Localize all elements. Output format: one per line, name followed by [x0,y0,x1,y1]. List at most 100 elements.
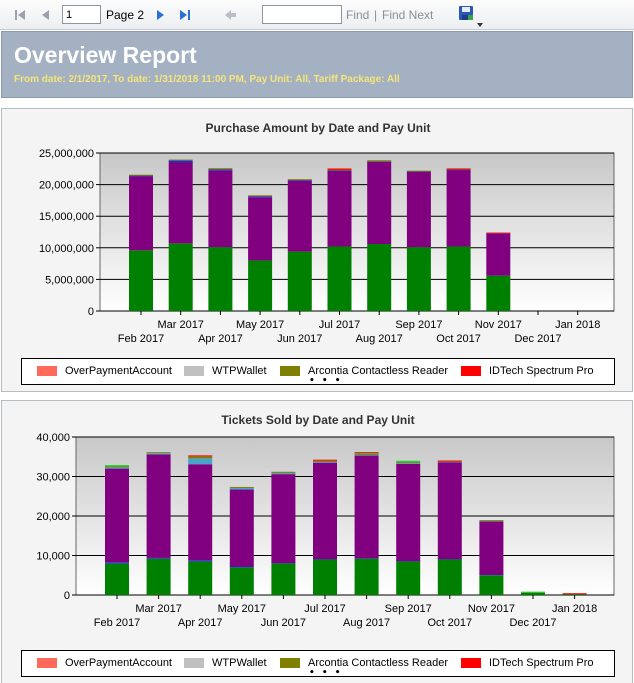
bar-segment [188,456,213,459]
x-tick-label: Oct 2017 [436,333,481,345]
bar-segment [105,563,129,595]
bar-segment [146,452,171,454]
dropdown-arrow-icon[interactable] [477,12,483,31]
report-parameters: From date: 2/1/2017, To date: 1/31/2018 … [14,74,400,85]
page-number-input[interactable] [62,5,101,24]
bar-segment [437,462,462,560]
report-toolbar: Page 2 Find | Find Next [0,0,634,30]
bar-segment [188,561,213,595]
bar-segment [168,160,193,163]
x-tick-label: Dec 2017 [514,333,561,345]
legend-label: IDTech Spectrum Pro [489,365,594,377]
bar-segment [396,462,421,464]
x-tick-label: Aug 2017 [356,333,403,345]
bar-segment [248,196,273,198]
y-tick-label: 40,000 [36,432,70,444]
legend-swatch [184,366,204,376]
y-tick-label: 0 [88,306,94,318]
previous-page-icon[interactable] [38,7,54,23]
bar-segment [188,458,213,465]
x-tick-label: May 2017 [218,603,266,615]
purchase-amount-chart: Purchase Amount by Date and Pay Unit 0 5,0… [39,121,615,345]
y-tick-label: 20,000,000 [39,180,94,192]
x-tick-label: Nov 2017 [475,319,522,331]
bar-segment [271,471,296,473]
bar-segment [313,459,337,461]
purchase-amount-chart-panel: Purchase Amount by Date and Pay Unit 0 5,0… [1,108,633,392]
tickets-sold-chart-panel: Tickets Sold by Date and Pay Unit 0 10,000… [1,400,633,683]
legend-swatch [280,658,300,668]
bar-segment [521,592,545,595]
back-icon[interactable] [222,7,238,23]
find-input[interactable] [262,5,342,24]
export-save-icon[interactable] [458,5,474,21]
bar-segment [105,467,129,469]
bar-segment [521,591,545,593]
x-tick-label: Dec 2017 [509,617,556,629]
bar-segment [486,232,511,234]
x-tick-label: Jun 2017 [277,333,322,345]
bar-segment [271,472,296,475]
bar-segment [479,575,504,595]
x-tick-label: Jan 2018 [552,603,597,615]
first-page-icon[interactable] [12,7,28,23]
bar-segment [327,246,352,311]
x-tick-label: Apr 2017 [198,333,243,345]
bar-segment [367,160,392,162]
bar-segment [313,461,337,463]
y-tick-label: 15,000,000 [39,211,94,223]
x-tick-label: Apr 2017 [178,617,223,629]
bar-segment [327,168,352,170]
find-link[interactable]: Find [346,8,370,22]
y-tick-label: 30,000 [36,472,70,484]
bar-segment [168,159,193,161]
bar-segment [188,560,213,562]
bar-segment [229,487,254,490]
chart-title: Tickets Sold by Date and Pay Unit [221,413,414,427]
bar-segment [248,260,273,311]
bar-segment [396,460,421,463]
bar-segment [105,466,129,468]
next-page-icon[interactable] [152,7,168,23]
bar-segment [313,460,337,462]
bar-segment [271,563,296,595]
x-tick-label: May 2017 [236,319,284,331]
legend-label: OverPaymentAccount [65,657,172,669]
bar-segment [354,452,379,454]
bar-segment [248,197,273,261]
bar-segment [562,593,587,595]
bar-segment [354,558,379,595]
x-tick-label: Jul 2017 [319,319,361,331]
legend-more-indicator[interactable]: • • • [309,376,343,386]
legend-swatch [461,366,481,376]
x-tick-label: Jul 2017 [304,603,346,615]
x-tick-label: Aug 2017 [343,617,390,629]
bar-segment [129,250,153,311]
find-next-link[interactable]: Find Next [382,8,434,22]
bar-segment [446,246,471,311]
bar-segment [208,170,233,248]
legend-more-indicator[interactable]: • • • [309,668,343,678]
x-tick-label: Jan 2018 [555,319,600,331]
y-tick-label: 0 [64,590,70,602]
x-tick-label: Feb 2017 [94,617,140,629]
bar-segment [446,168,471,170]
bar-segment [354,453,379,455]
bar-segment [406,247,431,311]
report-title: Overview Report [14,42,197,68]
bar-segment [287,251,312,311]
bar-segment [146,454,171,558]
bar-segment [229,566,254,568]
legend-label: Arcontia Contactless Reader [308,365,449,377]
bar-segment [129,174,153,176]
legend-swatch [37,658,57,668]
y-tick-label: 10,000 [36,551,70,563]
y-tick-label: 5,000,000 [45,274,94,286]
legend-swatch [280,366,300,376]
last-page-icon[interactable] [177,7,193,23]
legend-label: OverPaymentAccount [65,365,172,377]
tickets-sold-legend: OverPaymentAccount WTPWallet Arcontia Co… [21,650,615,678]
bar-segment [486,275,511,311]
x-tick-label: Feb 2017 [118,333,164,345]
bar-segment [105,562,129,564]
